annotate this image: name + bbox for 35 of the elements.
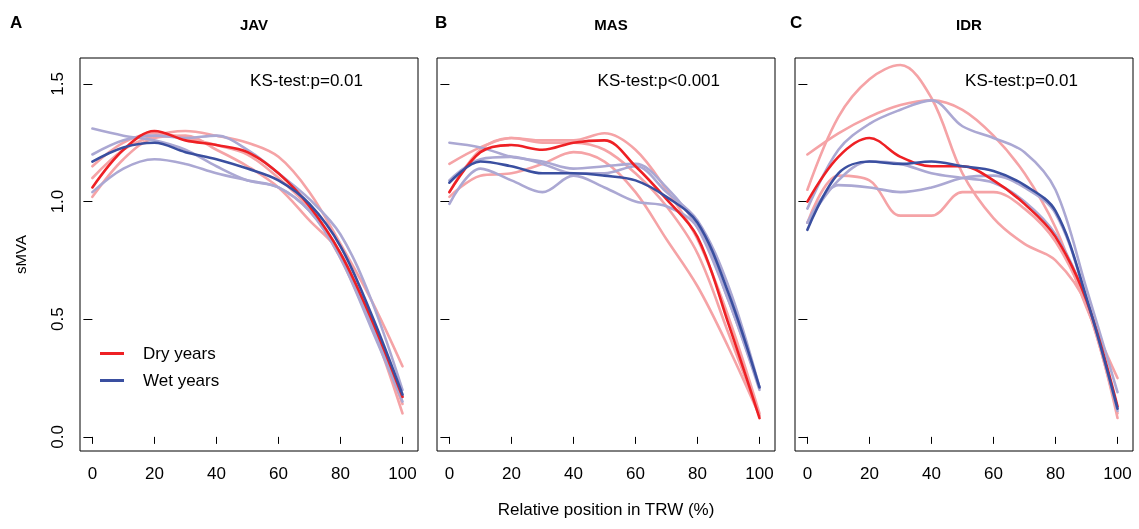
x-tick-label: 100 — [1103, 464, 1132, 483]
annotation: KS-test:p=0.01 — [965, 71, 1079, 90]
x-tick-label: 20 — [859, 464, 879, 483]
x-tick-label: 80 — [1046, 464, 1065, 483]
legend-label: Wet years — [143, 371, 220, 390]
chart-title: JAV — [239, 16, 269, 33]
x-tick-label: 40 — [563, 464, 583, 483]
x-tick-label: 0 — [87, 464, 98, 483]
y-tick-label: 1.0 — [48, 189, 67, 214]
y-tick-label: 0.5 — [48, 307, 67, 332]
chart-title: MAS — [594, 16, 628, 33]
x-tick-label: 80 — [688, 464, 707, 483]
legend-label: Dry years — [143, 344, 216, 363]
x-tick-label: 80 — [331, 464, 350, 483]
text: B — [435, 13, 448, 32]
annotation: KS-test:p=0.01 — [250, 71, 364, 90]
x-tick-label: 100 — [745, 464, 774, 483]
x-tick-label: 40 — [921, 464, 941, 483]
x-tick-label: 60 — [984, 464, 1003, 483]
x-tick-label: 60 — [626, 464, 645, 483]
x-tick-label: 0 — [444, 464, 455, 483]
chart-title: IDR — [956, 16, 983, 33]
x-tick-label: 60 — [269, 464, 288, 483]
y-tick-label: 1.5 — [48, 72, 67, 96]
x-tick-label: 20 — [501, 464, 521, 483]
y-axis-title: sMVA — [12, 235, 29, 274]
x-tick-label: 0 — [802, 464, 813, 483]
x-tick-label: 100 — [388, 464, 417, 483]
y-tick-label: 0.0 — [48, 425, 67, 449]
text: A — [10, 13, 23, 32]
annotation: KS-test:p<0.001 — [597, 71, 720, 90]
x-tick-label: 40 — [206, 464, 226, 483]
text: C — [790, 13, 803, 32]
x-axis-title: Relative position in TRW (%) — [497, 500, 715, 519]
x-tick-label: 20 — [144, 464, 164, 483]
